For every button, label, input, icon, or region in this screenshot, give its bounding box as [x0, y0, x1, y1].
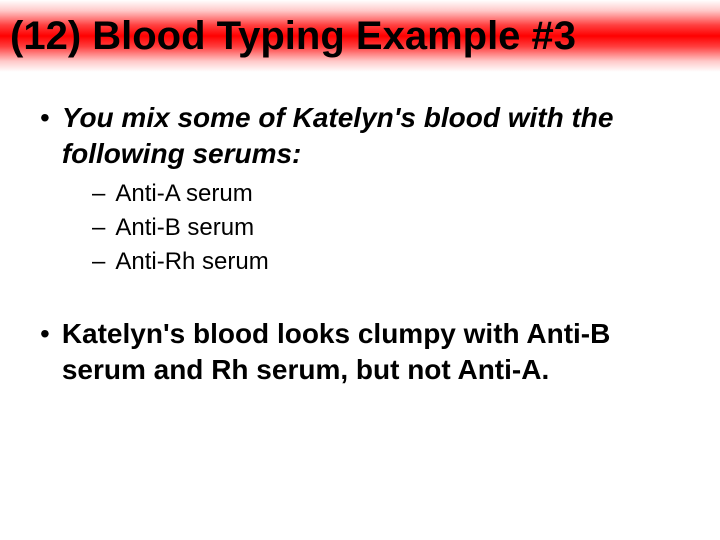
slide-title: (12) Blood Typing Example #3 — [10, 14, 576, 59]
bullet-text: You mix some of Katelyn's blood with the… — [62, 100, 680, 172]
bullet-level2: – Anti-B serum — [92, 212, 680, 244]
bullet-marker: – — [92, 246, 105, 278]
title-bar: (12) Blood Typing Example #3 — [0, 0, 720, 72]
bullet-level2: – Anti-Rh serum — [92, 246, 680, 278]
slide-content: • You mix some of Katelyn's blood with t… — [0, 72, 720, 388]
bullet-marker: – — [92, 212, 105, 244]
bullet-marker: • — [40, 100, 50, 172]
bullet-level2: – Anti-A serum — [92, 178, 680, 210]
sublist: – Anti-A serum – Anti-B serum – Anti-Rh … — [40, 178, 680, 278]
bullet-text: Anti-Rh serum — [115, 246, 268, 278]
bullet-level1: • Katelyn's blood looks clumpy with Anti… — [40, 316, 680, 388]
bullet-marker: • — [40, 316, 50, 388]
bullet-level1: • You mix some of Katelyn's blood with t… — [40, 100, 680, 172]
bullet-text: Anti-A serum — [115, 178, 252, 210]
bullet-text: Anti-B serum — [115, 212, 254, 244]
bullet-text: Katelyn's blood looks clumpy with Anti-B… — [62, 316, 680, 388]
bullet-marker: – — [92, 178, 105, 210]
